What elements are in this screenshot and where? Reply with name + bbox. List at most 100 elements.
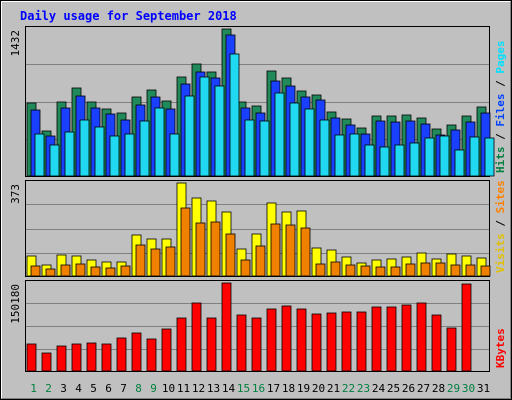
bar bbox=[64, 131, 75, 177]
legend-entry: KBytes bbox=[494, 328, 507, 368]
x-tick-label: 11 bbox=[177, 382, 190, 395]
x-tick-label: 18 bbox=[282, 382, 295, 395]
x-tick-label: 12 bbox=[192, 382, 205, 395]
bar bbox=[30, 265, 41, 277]
bar bbox=[105, 267, 116, 277]
x-tick-label: 21 bbox=[327, 382, 340, 395]
bar bbox=[360, 265, 371, 277]
bar bbox=[176, 317, 187, 372]
bar bbox=[379, 146, 390, 177]
bar bbox=[165, 246, 176, 277]
bar bbox=[289, 102, 300, 177]
x-tick-label: 8 bbox=[135, 382, 142, 395]
bar bbox=[330, 261, 341, 277]
x-tick-label: 7 bbox=[120, 382, 127, 395]
bar bbox=[341, 311, 352, 372]
bar bbox=[484, 137, 495, 177]
bar bbox=[240, 259, 251, 277]
x-tick-label: 14 bbox=[222, 382, 236, 395]
bar bbox=[34, 133, 45, 177]
bar bbox=[210, 221, 221, 277]
bar bbox=[349, 133, 360, 177]
bar bbox=[311, 313, 322, 372]
legend-entry: / bbox=[494, 213, 507, 233]
bar bbox=[386, 306, 397, 372]
bar bbox=[281, 305, 292, 372]
bar bbox=[439, 135, 450, 177]
x-tick-label: 5 bbox=[90, 382, 97, 395]
x-tick-label: 26 bbox=[402, 382, 415, 395]
bar bbox=[461, 283, 472, 372]
bar bbox=[431, 314, 442, 372]
bar bbox=[56, 345, 67, 372]
legend-entry: Visits bbox=[494, 233, 507, 273]
x-tick-label: 27 bbox=[417, 382, 430, 395]
bar bbox=[251, 317, 262, 372]
x-tick-label: 10 bbox=[162, 382, 175, 395]
bar bbox=[45, 268, 56, 277]
bar bbox=[465, 264, 476, 277]
bar bbox=[401, 304, 412, 372]
series-kbytes bbox=[26, 282, 472, 372]
x-tick-label: 6 bbox=[105, 382, 112, 395]
bar bbox=[315, 263, 326, 277]
bar bbox=[274, 92, 285, 177]
x-tick-label: 1 bbox=[30, 382, 37, 395]
x-tick-label: 31 bbox=[477, 382, 490, 395]
panel-kbytes: 150180 KBytes bbox=[9, 280, 507, 372]
bar bbox=[446, 327, 457, 372]
panel-visits-sites: 373 Visits / Sites bbox=[9, 180, 507, 277]
bar bbox=[304, 108, 315, 177]
bar bbox=[41, 352, 52, 372]
x-tick-label: 4 bbox=[75, 382, 82, 395]
x-tick-label: 17 bbox=[267, 382, 280, 395]
bar bbox=[334, 134, 345, 177]
bar bbox=[101, 343, 112, 372]
bar bbox=[356, 311, 367, 372]
x-tick-label: 29 bbox=[447, 382, 460, 395]
bar bbox=[371, 306, 382, 372]
bar bbox=[409, 142, 420, 177]
bar bbox=[225, 233, 236, 277]
bar bbox=[244, 119, 255, 177]
bar bbox=[116, 337, 127, 372]
bar bbox=[375, 266, 386, 277]
panel-hits-files-pages: 1432 Hits / Files / Pages bbox=[9, 26, 507, 177]
bar bbox=[94, 126, 105, 177]
bar bbox=[214, 85, 225, 177]
x-tick-label: 3 bbox=[60, 382, 67, 395]
bar bbox=[150, 248, 161, 277]
y-max-label: 1432 bbox=[9, 30, 22, 57]
bar bbox=[300, 227, 311, 277]
bar bbox=[195, 222, 206, 277]
bar bbox=[270, 223, 281, 277]
legend-entry: Hits bbox=[494, 147, 507, 174]
x-tick-label: 23 bbox=[357, 382, 370, 395]
bar bbox=[236, 314, 247, 372]
bar bbox=[169, 133, 180, 177]
legend-entry: / bbox=[494, 74, 507, 94]
bar bbox=[60, 264, 71, 277]
series-pages bbox=[34, 53, 495, 177]
bar bbox=[154, 107, 165, 177]
bar bbox=[319, 119, 330, 177]
bar bbox=[326, 312, 337, 372]
bar bbox=[450, 264, 461, 277]
x-tick-label: 25 bbox=[387, 382, 400, 395]
x-axis-labels: 1 2 3 4 5 6 7 8 9 10 11 12 13 14 15 16 17 18 19 20 21 22 23 24 2… bbox=[30, 382, 490, 395]
bar bbox=[420, 262, 431, 277]
bar bbox=[146, 338, 157, 372]
bar bbox=[135, 244, 146, 277]
chart-title: Daily usage for September 2018 bbox=[20, 9, 237, 23]
bar bbox=[229, 53, 240, 177]
x-tick-label: 2 bbox=[45, 382, 52, 395]
x-tick-label: 24 bbox=[372, 382, 386, 395]
bar bbox=[345, 264, 356, 277]
bar bbox=[71, 343, 82, 372]
series-sites bbox=[30, 207, 491, 277]
bar bbox=[109, 135, 120, 177]
x-tick-label: 16 bbox=[252, 382, 265, 395]
bar bbox=[390, 266, 401, 277]
